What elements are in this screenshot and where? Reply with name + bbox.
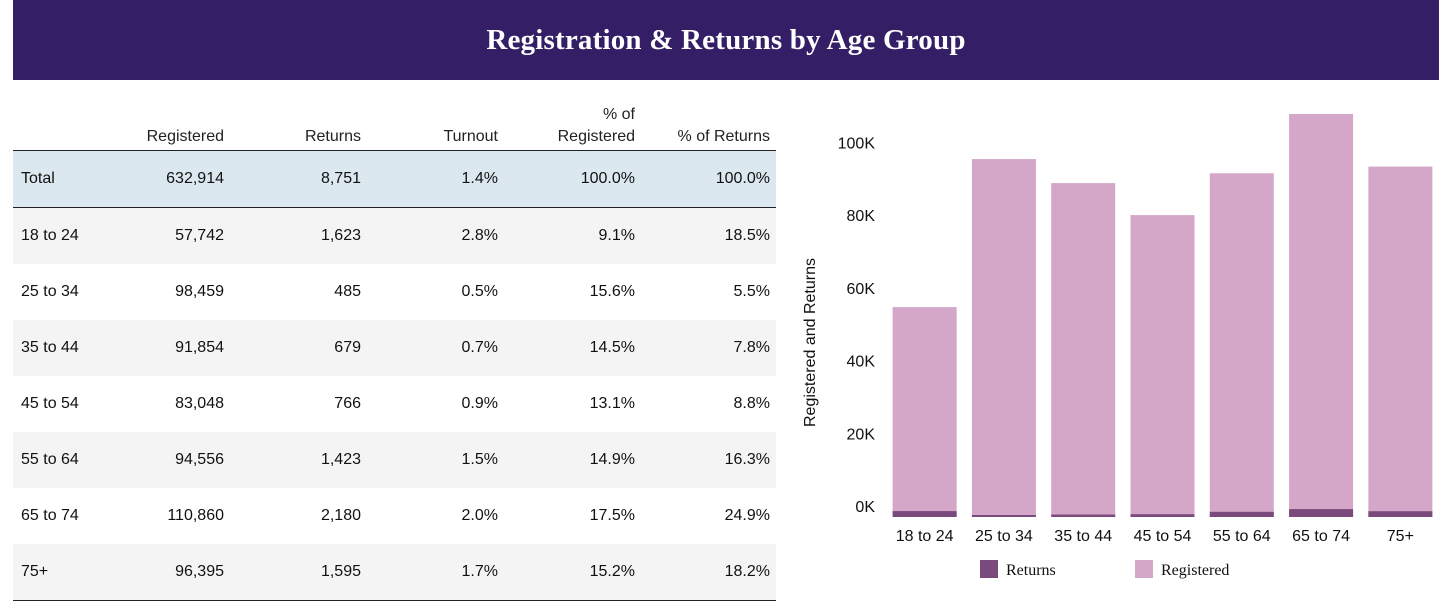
table-cell: 94,556 xyxy=(113,432,230,488)
x-tick-label: 55 to 64 xyxy=(1213,528,1271,545)
table-row: 75+ 96,395 1,595 1.7% 15.2% 18.2% xyxy=(13,544,776,601)
table-cell: 100.0% xyxy=(504,150,641,208)
row-label: 45 to 54 xyxy=(13,376,113,432)
table-cell: 83,048 xyxy=(113,376,230,432)
returns-bar xyxy=(1368,511,1433,517)
table-cell: 2,180 xyxy=(230,488,367,544)
age-group-table: Registered Returns Turnout% of Registered% … xyxy=(13,100,776,601)
table-cell: 485 xyxy=(230,264,367,320)
table-cell: 18.2% xyxy=(641,544,776,601)
table-cell: 14.9% xyxy=(504,432,641,488)
row-label: 65 to 74 xyxy=(13,488,113,544)
table-row: 18 to 24 57,742 1,623 2.8% 9.1% 18.5% xyxy=(13,207,776,264)
registered-bar xyxy=(1209,173,1274,517)
table-cell: 100.0% xyxy=(641,150,776,208)
table-cell: 1,423 xyxy=(230,432,367,488)
table-cell: 0.5% xyxy=(367,264,504,320)
row-label: 75+ xyxy=(13,544,113,601)
table-cell: 17.5% xyxy=(504,488,641,544)
x-tick-label: 45 to 54 xyxy=(1134,528,1192,545)
returns-bar xyxy=(1209,511,1274,517)
x-tick-label: 18 to 24 xyxy=(896,528,954,545)
registered-bar xyxy=(971,159,1036,517)
y-tick-label: 100K xyxy=(838,135,876,152)
table-cell: 679 xyxy=(230,320,367,376)
x-tick-label: 65 to 74 xyxy=(1292,528,1350,545)
table-cell: 2.0% xyxy=(367,488,504,544)
table-cell: 0.7% xyxy=(367,320,504,376)
table-cell: 0.9% xyxy=(367,376,504,432)
column-header: % of Returns xyxy=(641,100,776,151)
row-label: 55 to 64 xyxy=(13,432,113,488)
table-cell: 110,860 xyxy=(113,488,230,544)
table-cell: 1.5% xyxy=(367,432,504,488)
table-cell: 16.3% xyxy=(641,432,776,488)
table-cell: 18.5% xyxy=(641,207,776,264)
x-tick-label: 75+ xyxy=(1387,528,1414,545)
table-cell: 24.9% xyxy=(641,488,776,544)
column-header: Turnout xyxy=(367,100,504,151)
table-cell: 1,623 xyxy=(230,207,367,264)
legend-label: Registered xyxy=(1161,562,1229,579)
table-cell: 8,751 xyxy=(230,150,367,208)
table-row: 45 to 54 83,048 766 0.9% 13.1% 8.8% xyxy=(13,376,776,432)
registered-bar xyxy=(1368,166,1433,517)
table-header-row: Registered Returns Turnout% of Registered% … xyxy=(13,100,776,151)
table-row: 35 to 44 91,854 679 0.7% 14.5% 7.8% xyxy=(13,320,776,376)
table-cell: 15.6% xyxy=(504,264,641,320)
table-cell: 766 xyxy=(230,376,367,432)
x-tick-label: 35 to 44 xyxy=(1054,528,1112,545)
legend-swatch xyxy=(1135,560,1153,578)
y-tick-label: 60K xyxy=(847,281,876,298)
y-axis-label: Registered and Returns xyxy=(802,258,819,427)
returns-bar xyxy=(1289,509,1354,517)
y-tick-label: 40K xyxy=(847,354,876,371)
y-tick-label: 20K xyxy=(847,426,876,443)
row-label: 18 to 24 xyxy=(13,207,113,264)
table-cell: 13.1% xyxy=(504,376,641,432)
table-cell: 632,914 xyxy=(113,150,230,208)
age-group-bar-chart: 0K 20K 40K 60K 80K 100K Registered and Returns… xyxy=(802,114,1433,579)
column-header xyxy=(13,100,113,151)
registered-bar xyxy=(1289,114,1354,517)
registered-bar xyxy=(892,307,957,517)
column-header: Returns xyxy=(230,100,367,151)
y-tick-label: 80K xyxy=(847,208,876,225)
returns-bar xyxy=(971,515,1036,517)
table-cell: 91,854 xyxy=(113,320,230,376)
registered-bar xyxy=(1130,215,1195,518)
row-label: 35 to 44 xyxy=(13,320,113,376)
table-cell: 96,395 xyxy=(113,544,230,601)
page-title: Registration & Returns by Age Group xyxy=(486,23,966,56)
table-row: 55 to 64 94,556 1,423 1.5% 14.9% 16.3% xyxy=(13,432,776,488)
returns-bar xyxy=(892,511,957,517)
legend-label: Returns xyxy=(1006,562,1056,579)
legend-swatch xyxy=(980,560,998,578)
table-cell: 1,595 xyxy=(230,544,367,601)
returns-bar xyxy=(1130,514,1195,517)
table-cell: 9.1% xyxy=(504,207,641,264)
table-cell: 98,459 xyxy=(113,264,230,320)
table-cell: 2.8% xyxy=(367,207,504,264)
table-cell: 1.4% xyxy=(367,150,504,208)
registered-bar xyxy=(1051,183,1116,517)
column-header: Registered xyxy=(113,100,230,151)
row-label: Total xyxy=(13,150,113,208)
table-cell: 15.2% xyxy=(504,544,641,601)
table-cell: 7.8% xyxy=(641,320,776,376)
table-cell: 5.5% xyxy=(641,264,776,320)
total-row: Total 632,914 8,751 1.4% 100.0% 100.0% xyxy=(13,150,776,208)
table-cell: 57,742 xyxy=(113,207,230,264)
table-cell: 14.5% xyxy=(504,320,641,376)
y-tick-label: 0K xyxy=(855,499,875,516)
x-tick-label: 25 to 34 xyxy=(975,528,1033,545)
row-label: 25 to 34 xyxy=(13,264,113,320)
table-row: 65 to 74 110,860 2,180 2.0% 17.5% 24.9% xyxy=(13,488,776,544)
table-cell: 8.8% xyxy=(641,376,776,432)
table-row: 25 to 34 98,459 485 0.5% 15.6% 5.5% xyxy=(13,264,776,320)
table-cell: 1.7% xyxy=(367,544,504,601)
returns-bar xyxy=(1051,514,1116,517)
column-header: % of Registered xyxy=(504,100,641,151)
title-banner: Registration & Returns by Age Group xyxy=(13,0,1439,80)
